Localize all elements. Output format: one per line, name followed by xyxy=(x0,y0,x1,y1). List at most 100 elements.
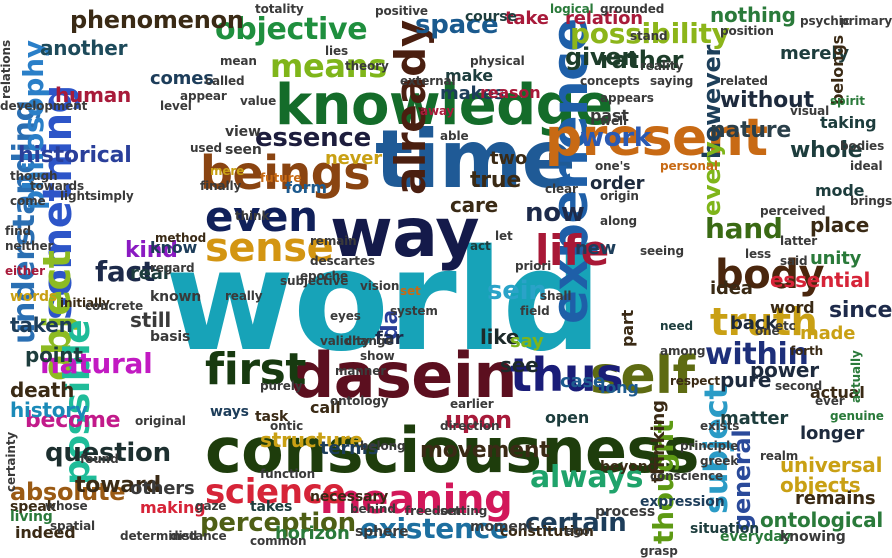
cloud-word: earlier xyxy=(450,397,494,411)
cloud-word: finally xyxy=(200,179,242,193)
cloud-word: new xyxy=(575,238,617,259)
cloud-word: act xyxy=(470,239,491,253)
cloud-word: personal xyxy=(660,159,718,173)
cloud-word: long xyxy=(600,378,639,397)
cloud-word: ego xyxy=(565,524,590,538)
cloud-word: means xyxy=(270,47,387,85)
cloud-word: self xyxy=(590,346,695,406)
cloud-word: beings xyxy=(200,146,371,200)
cloud-word: kind xyxy=(125,238,178,263)
cloud-word: existence xyxy=(360,512,509,545)
cloud-word: certainty xyxy=(4,431,18,492)
cloud-word: whose xyxy=(45,499,88,513)
cloud-word: rather xyxy=(600,46,684,74)
cloud-word: freedom xyxy=(405,504,461,518)
cloud-word: future xyxy=(260,171,302,185)
cloud-word: essence xyxy=(255,123,371,153)
cloud-word: psychic xyxy=(800,14,850,28)
cloud-word: another xyxy=(40,36,128,60)
cloud-word: one's xyxy=(595,159,631,173)
cloud-word: remain xyxy=(310,234,357,248)
cloud-word: given xyxy=(565,43,639,71)
cloud-word: thus xyxy=(510,348,624,402)
cloud-word: theory xyxy=(345,59,389,73)
cloud-word: concrete xyxy=(85,299,143,313)
cloud-word: ontic xyxy=(270,419,304,433)
cloud-word: life xyxy=(535,226,609,275)
cloud-word: common xyxy=(250,534,307,548)
cloud-word: function xyxy=(260,467,316,481)
cloud-word: spirit xyxy=(830,94,865,108)
cloud-word: idea xyxy=(710,278,753,299)
cloud-word: origin xyxy=(600,189,639,203)
cloud-word: say xyxy=(510,331,544,352)
cloud-word: principle xyxy=(680,439,739,453)
cloud-word: position xyxy=(720,24,774,38)
cloud-word: historical xyxy=(18,143,132,168)
cloud-word: grasp xyxy=(640,544,678,558)
cloud-word: phenomenon xyxy=(70,6,244,34)
cloud-word: need xyxy=(660,319,693,333)
cloud-word: expression xyxy=(640,494,725,510)
cloud-word: less xyxy=(745,247,772,261)
cloud-word: indeed xyxy=(15,523,76,542)
cloud-word: toward xyxy=(75,473,162,498)
cloud-word: knowing xyxy=(780,529,846,545)
cloud-word: purely xyxy=(260,379,303,393)
cloud-word: development xyxy=(0,99,88,113)
cloud-word: without xyxy=(720,88,814,113)
cloud-word: since xyxy=(829,298,892,323)
cloud-word: necessary xyxy=(310,489,389,505)
cloud-word: form xyxy=(285,178,327,197)
cloud-word: two xyxy=(490,148,528,169)
cloud-word: grounded xyxy=(600,2,665,16)
cloud-word: others xyxy=(130,478,195,499)
cloud-word: subjective xyxy=(280,274,349,288)
cloud-word: made xyxy=(800,323,856,344)
cloud-word: shall xyxy=(540,289,572,303)
cloud-word: value xyxy=(240,94,277,108)
cloud-word: second xyxy=(775,379,823,393)
cloud-word: ontological xyxy=(760,508,884,532)
cloud-word: objective xyxy=(215,12,368,47)
cloud-word: view xyxy=(225,124,261,140)
cloud-word: ontology xyxy=(330,394,389,408)
cloud-word: one xyxy=(755,324,780,338)
cloud-word: bodies xyxy=(840,139,885,153)
cloud-word: saying xyxy=(650,74,694,88)
cloud-word: genuine xyxy=(830,409,884,423)
cloud-word: perceived xyxy=(760,204,826,218)
cloud-word: known xyxy=(150,289,202,305)
cloud-word: order xyxy=(590,173,645,194)
cloud-word: visual xyxy=(790,104,830,118)
cloud-word: taken xyxy=(10,313,73,337)
cloud-word: positive xyxy=(375,4,428,18)
cloud-word: point xyxy=(25,343,83,367)
cloud-word: pure xyxy=(720,368,772,392)
cloud-word: within xyxy=(705,337,809,372)
cloud-word: structure xyxy=(260,428,363,452)
cloud-word: history xyxy=(10,398,88,422)
cloud-word: hand xyxy=(705,212,783,245)
cloud-word: light xyxy=(60,189,91,203)
cloud-word: certain xyxy=(525,508,627,538)
cloud-word: never xyxy=(325,148,382,169)
cloud-word: universal xyxy=(780,453,883,477)
cloud-word: back xyxy=(730,313,777,334)
cloud-word: respect xyxy=(670,374,720,388)
cloud-word: words xyxy=(10,289,58,305)
cloud-word: epoche xyxy=(300,269,349,283)
cloud-word: natural xyxy=(40,347,153,380)
cloud-word: totality xyxy=(255,2,304,16)
cloud-word: call xyxy=(310,398,341,417)
cloud-word: constitution xyxy=(500,524,594,540)
cloud-word: along xyxy=(600,214,637,228)
cloud-word: stand xyxy=(630,29,668,43)
cloud-word: appears xyxy=(600,91,654,105)
cloud-word: determined xyxy=(120,529,198,543)
cloud-word: makes xyxy=(440,83,505,104)
cloud-word: well xyxy=(600,114,627,128)
cloud-word: brings xyxy=(850,194,892,208)
cloud-word: field xyxy=(520,304,550,318)
